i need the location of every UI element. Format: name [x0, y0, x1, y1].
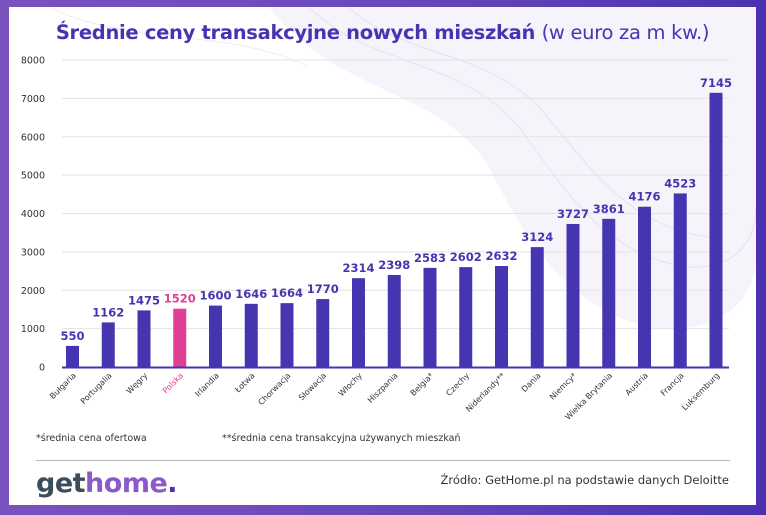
data-label: 3861	[593, 202, 625, 216]
bar	[66, 345, 79, 367]
data-label: 1520	[164, 292, 196, 306]
gethome-logo: gethome.	[36, 468, 178, 499]
x-tick-label: Niemcy*	[548, 371, 578, 401]
x-tick-label: Bułgaria	[48, 371, 78, 401]
bar	[244, 303, 258, 367]
data-label: 1646	[235, 287, 267, 301]
logo-home: home	[85, 468, 168, 499]
y-tick-label: 7000	[21, 94, 45, 105]
data-label: 3124	[521, 230, 553, 244]
x-tick-label: Słowacja	[297, 371, 328, 402]
x-tick-label: Polska	[161, 371, 185, 395]
bar	[673, 193, 687, 367]
bar	[602, 218, 616, 367]
data-label: 2398	[378, 258, 410, 272]
bar	[423, 267, 437, 367]
data-label: 1600	[199, 289, 231, 303]
bar	[530, 247, 544, 367]
x-tick-label: Dania	[520, 371, 543, 394]
x-tick-label: Chorwacja	[256, 371, 292, 407]
x-tick-label: Portugalia	[79, 371, 114, 406]
bar	[459, 267, 473, 367]
bar	[566, 223, 580, 367]
chart-title: Średnie ceny transakcyjne nowych mieszka…	[9, 21, 756, 44]
y-tick-label: 6000	[21, 132, 45, 143]
data-label: 1475	[128, 293, 160, 307]
x-tick-label: Czechy	[444, 371, 471, 398]
bar	[638, 206, 651, 367]
bar	[173, 308, 187, 367]
bar	[352, 278, 365, 367]
bar	[280, 303, 294, 367]
bar	[101, 322, 115, 367]
bar	[387, 274, 401, 367]
data-label: 4176	[628, 190, 660, 204]
x-tick-label: Irlandia	[193, 371, 221, 399]
x-tick-label: Belgia*	[409, 371, 436, 398]
y-tick-label: 4000	[21, 209, 45, 220]
y-tick-label: 1000	[21, 324, 45, 335]
x-tick-label: Luksemburg	[680, 371, 721, 412]
data-label: 1664	[271, 286, 303, 300]
bar-chart: 0 1000 2000 3000 4000 5000 6000 7000 8000 550 Bułg…	[21, 56, 732, 422]
footnote-used-apartments: **średnia cena transakcyjna używanych mi…	[222, 433, 461, 444]
x-tick-label: Łotwa	[233, 371, 257, 395]
data-label: 550	[60, 329, 84, 343]
data-label: 4523	[664, 176, 696, 190]
y-tick-label: 2000	[21, 286, 45, 297]
bar	[137, 310, 151, 367]
bar	[709, 92, 723, 368]
y-tick-label: 8000	[21, 56, 45, 67]
data-label: 1770	[307, 282, 339, 296]
logo-dot: .	[167, 468, 178, 499]
x-tick-label: Węgry	[125, 371, 150, 396]
bar	[495, 265, 508, 367]
data-label: 2602	[450, 250, 482, 264]
chart-title-main: Średnie ceny transakcyjne nowych mieszka…	[55, 21, 536, 44]
source-text: Źródło: GetHome.pl na podstawie danych D…	[440, 473, 729, 487]
x-tick-label: Hiszpania	[366, 371, 400, 405]
data-label: 2632	[485, 249, 517, 263]
data-label: 2314	[342, 261, 374, 275]
x-tick-label: Francja	[659, 371, 686, 398]
data-label: 2583	[414, 251, 446, 265]
data-label: 3727	[557, 207, 589, 221]
chart-title-unit: (w euro za m kw.)	[541, 21, 710, 44]
footer-divider	[36, 460, 730, 461]
footnote-offer-price: *średnia cena ofertowa	[36, 433, 147, 444]
chart-card: Średnie ceny transakcyjne nowych mieszka…	[9, 7, 756, 505]
logo-get: get	[36, 468, 86, 499]
x-tick-label: Austria	[624, 371, 650, 397]
bar	[209, 305, 222, 367]
bar	[316, 299, 330, 367]
data-label: 7145	[700, 76, 732, 90]
y-tick-label: 3000	[21, 247, 45, 258]
y-tick-label: 5000	[21, 171, 45, 182]
data-label: 1162	[92, 305, 124, 319]
x-tick-label: Włochy	[337, 371, 364, 398]
y-tick-label: 0	[39, 363, 45, 374]
